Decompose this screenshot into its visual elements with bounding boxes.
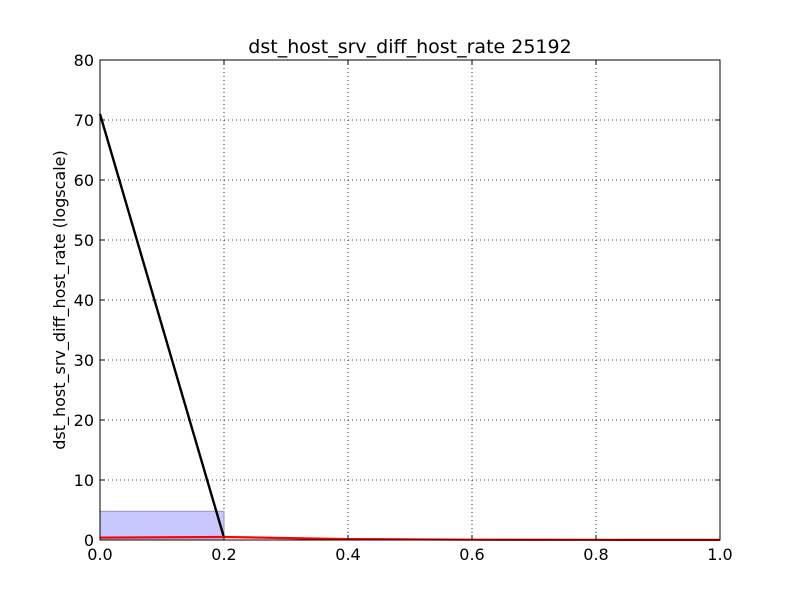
ticks: 0.0 0.2 0.4 0.6 0.8 1.0 0 10 20 30 40 50 60 70 80 (74, 51, 733, 564)
y-axis-label: dst_host_srv_diff_host_rate (logscale) (50, 150, 70, 450)
y-tick-label: 40 (74, 291, 94, 310)
range-band (99, 510, 225, 541)
chart-title: dst_host_srv_diff_host_rate 25192 (248, 36, 571, 58)
x-tick-label: 1.0 (707, 545, 732, 564)
y-tick-label: 10 (74, 471, 94, 490)
x-tick-label: 0.4 (335, 545, 360, 564)
y-tick-label: 20 (74, 411, 94, 430)
y-tick-label: 80 (74, 51, 94, 70)
band-layer (99, 510, 225, 541)
x-tick-label: 0.2 (211, 545, 236, 564)
y-tick-label: 60 (74, 171, 94, 190)
y-tick-label: 70 (74, 111, 94, 130)
y-tick-label: 0 (84, 531, 94, 550)
y-tick-label: 30 (74, 351, 94, 370)
series-line-0 (98, 113, 226, 538)
y-tick-label: 50 (74, 231, 94, 250)
x-tick-label: 0.6 (459, 545, 484, 564)
x-tick-label: 0.0 (87, 545, 112, 564)
x-tick-label: 0.8 (583, 545, 608, 564)
grid (100, 60, 720, 540)
